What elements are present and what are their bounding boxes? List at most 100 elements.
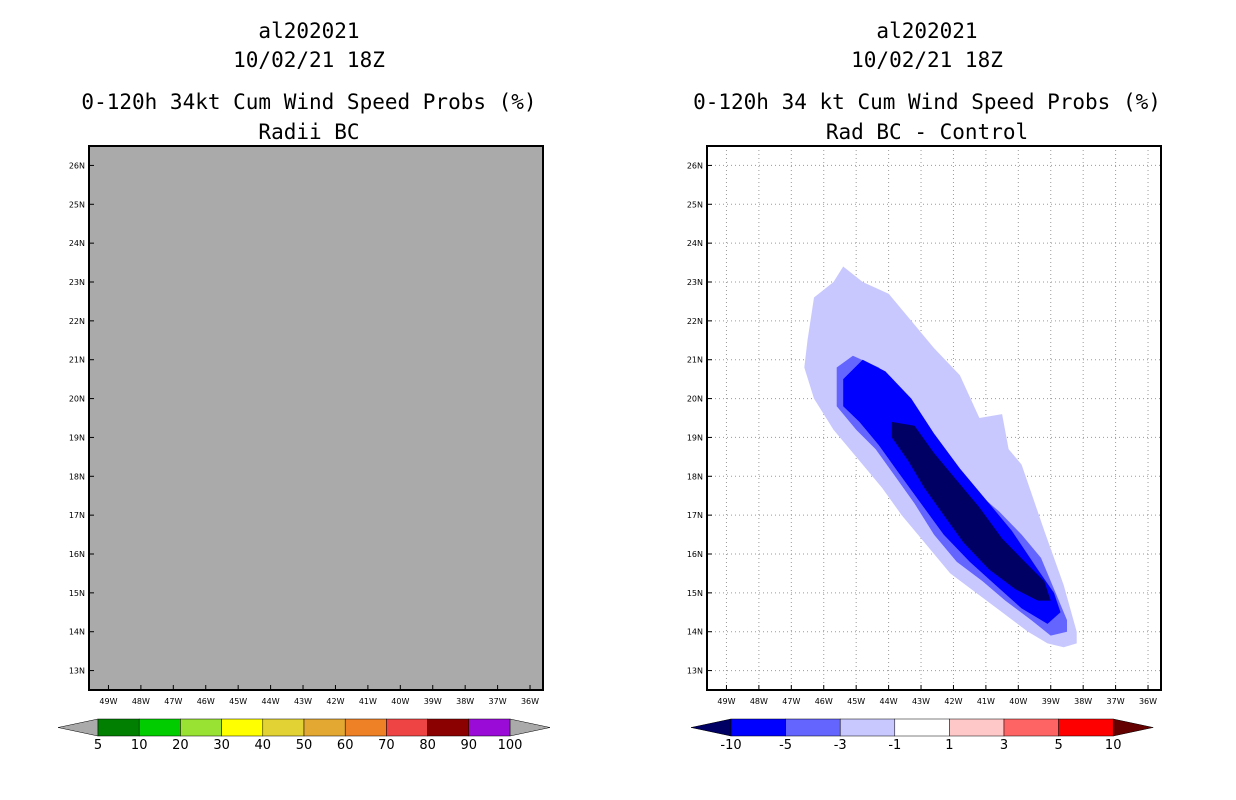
y-tick-label-1: 14N [69,628,85,637]
colorbar-segment-3 [221,718,264,737]
colorbar-over-arrow [509,718,551,737]
x-tick-label-3: 46W [197,697,215,706]
colorbar-segment-5 [303,718,346,737]
x-tick-label-12: 37W [1107,697,1125,706]
colorbar-label-6: 60 [337,738,354,753]
y-tick-label-6: 19N [69,433,85,442]
title-line-4: Rad BC - Control [826,120,1028,144]
x-tick-label-12: 37W [489,697,507,706]
x-tick-label-9: 40W [391,697,409,706]
y-tick-label-3: 16N [687,550,703,559]
y-tick-label-8: 21N [687,356,703,365]
title-line-3: 0-120h 34kt Cum Wind Speed Probs (%) [81,90,536,114]
colorbar-segment-0 [730,718,786,737]
x-tick-label-9: 40W [1009,697,1027,706]
y-tick-label-13: 26N [69,161,85,170]
colorbar-segment-6 [1058,718,1114,737]
x-tick-label-2: 47W [782,697,800,706]
y-tick-label-7: 20N [69,395,85,404]
y-tick-label-0: 13N [69,667,85,676]
colorbar-label-3: 30 [213,738,230,753]
y-tick-label-11: 24N [687,239,703,248]
y-tick-label-0: 13N [687,667,703,676]
x-tick-label-5: 44W [262,697,280,706]
panel-radii-bc: al202021 10/02/21 18Z 0-120h 34kt Cum Wind… [57,19,551,753]
y-tick-label-9: 22N [687,317,703,326]
y-tick-label-5: 18N [69,472,85,481]
x-tick-label-4: 45W [847,697,865,706]
title-line-2: 10/02/21 18Z [851,48,1003,72]
colorbar-segment-4 [949,718,1005,737]
y-tick-label-6: 19N [687,433,703,442]
colorbar-label-2: 20 [172,738,189,753]
panel-rad-bc-minus-control: al202021 10/02/21 18Z 0-120h 34 kt Cum Win… [687,19,1162,753]
x-tick-label-6: 43W [912,697,930,706]
y-tick-label-5: 18N [687,472,703,481]
x-tick-label-0: 49W [717,697,735,706]
title-line-1: al202021 [876,19,977,43]
y-tick-label-2: 15N [69,589,85,598]
colorbar-label-8: 80 [419,738,436,753]
x-tick-label-11: 38W [1074,697,1092,706]
x-tick-label-5: 44W [880,697,898,706]
colorbar-segment-2 [839,718,896,737]
colorbar-label-3: -1 [888,738,901,753]
x-tick-label-13: 36W [1139,697,1157,706]
x-tick-label-10: 39W [424,697,442,706]
y-tick-label-2: 15N [687,589,703,598]
y-tick-label-8: 21N [69,356,85,365]
x-tick-label-7: 42W [944,697,962,706]
colorbar-label-0: 5 [94,738,102,753]
colorbar-segment-7 [386,718,428,737]
plot-frame [706,145,1162,691]
x-tick-label-8: 41W [359,697,377,706]
x-tick-label-6: 43W [294,697,312,706]
colorbar-label-7: 10 [1105,738,1122,753]
colorbar-label-1: -5 [779,738,792,753]
colorbar-segment-9 [468,718,511,737]
colorbar-segment-2 [180,718,222,737]
colorbar-segment-1 [138,718,181,737]
x-tick-label-7: 42W [326,697,344,706]
x-tick-label-4: 45W [229,697,247,706]
y-tick-label-9: 22N [69,317,85,326]
colorbar-label-4: 40 [255,738,272,753]
y-tick-label-1: 14N [687,628,703,637]
colorbar-segment-5 [1003,718,1059,737]
colorbar-label-5: 3 [1000,738,1008,753]
title-line-2: 10/02/21 18Z [233,48,385,72]
y-tick-label-4: 17N [69,511,85,520]
colorbar-label-0: -10 [720,738,741,753]
y-tick-label-11: 24N [69,239,85,248]
colorbar: 5 10 20 30 40 50 60 70 80 90 100 [57,718,551,753]
x-tick-label-0: 49W [99,697,117,706]
y-tick-label-4: 17N [687,511,703,520]
colorbar-label-5: 50 [296,738,313,753]
colorbar-segment-4 [262,718,305,737]
x-tick-label-3: 46W [815,697,833,706]
x-tick-label-10: 39W [1042,697,1060,706]
colorbar-segment-0 [97,718,140,737]
colorbar-label-1: 10 [131,738,148,753]
colorbar-label-7: 70 [378,738,395,753]
colorbar-under-arrow [57,718,99,737]
title-line-4: Radii BC [258,120,359,144]
x-tick-label-1: 48W [750,697,768,706]
missing-data-fill [89,146,543,690]
contour-fills [804,266,1077,648]
colorbar-segment-1 [785,718,841,737]
colorbar: -10 -5 -3 -1 1 3 5 10 [690,718,1154,753]
title-line-1: al202021 [258,19,359,43]
y-tick-label-10: 23N [687,278,703,287]
colorbar-label-9: 90 [461,738,478,753]
colorbar-under-arrow [690,718,732,737]
colorbar-label-6: 5 [1054,738,1062,753]
colorbar-over-arrow [1112,718,1154,737]
y-tick-label-7: 20N [687,395,703,404]
colorbar-segment-8 [427,718,470,737]
y-tick-label-3: 16N [69,550,85,559]
colorbar-label-10: 100 [498,738,523,753]
colorbar-segment-6 [344,718,387,737]
plot-frame [88,145,544,691]
